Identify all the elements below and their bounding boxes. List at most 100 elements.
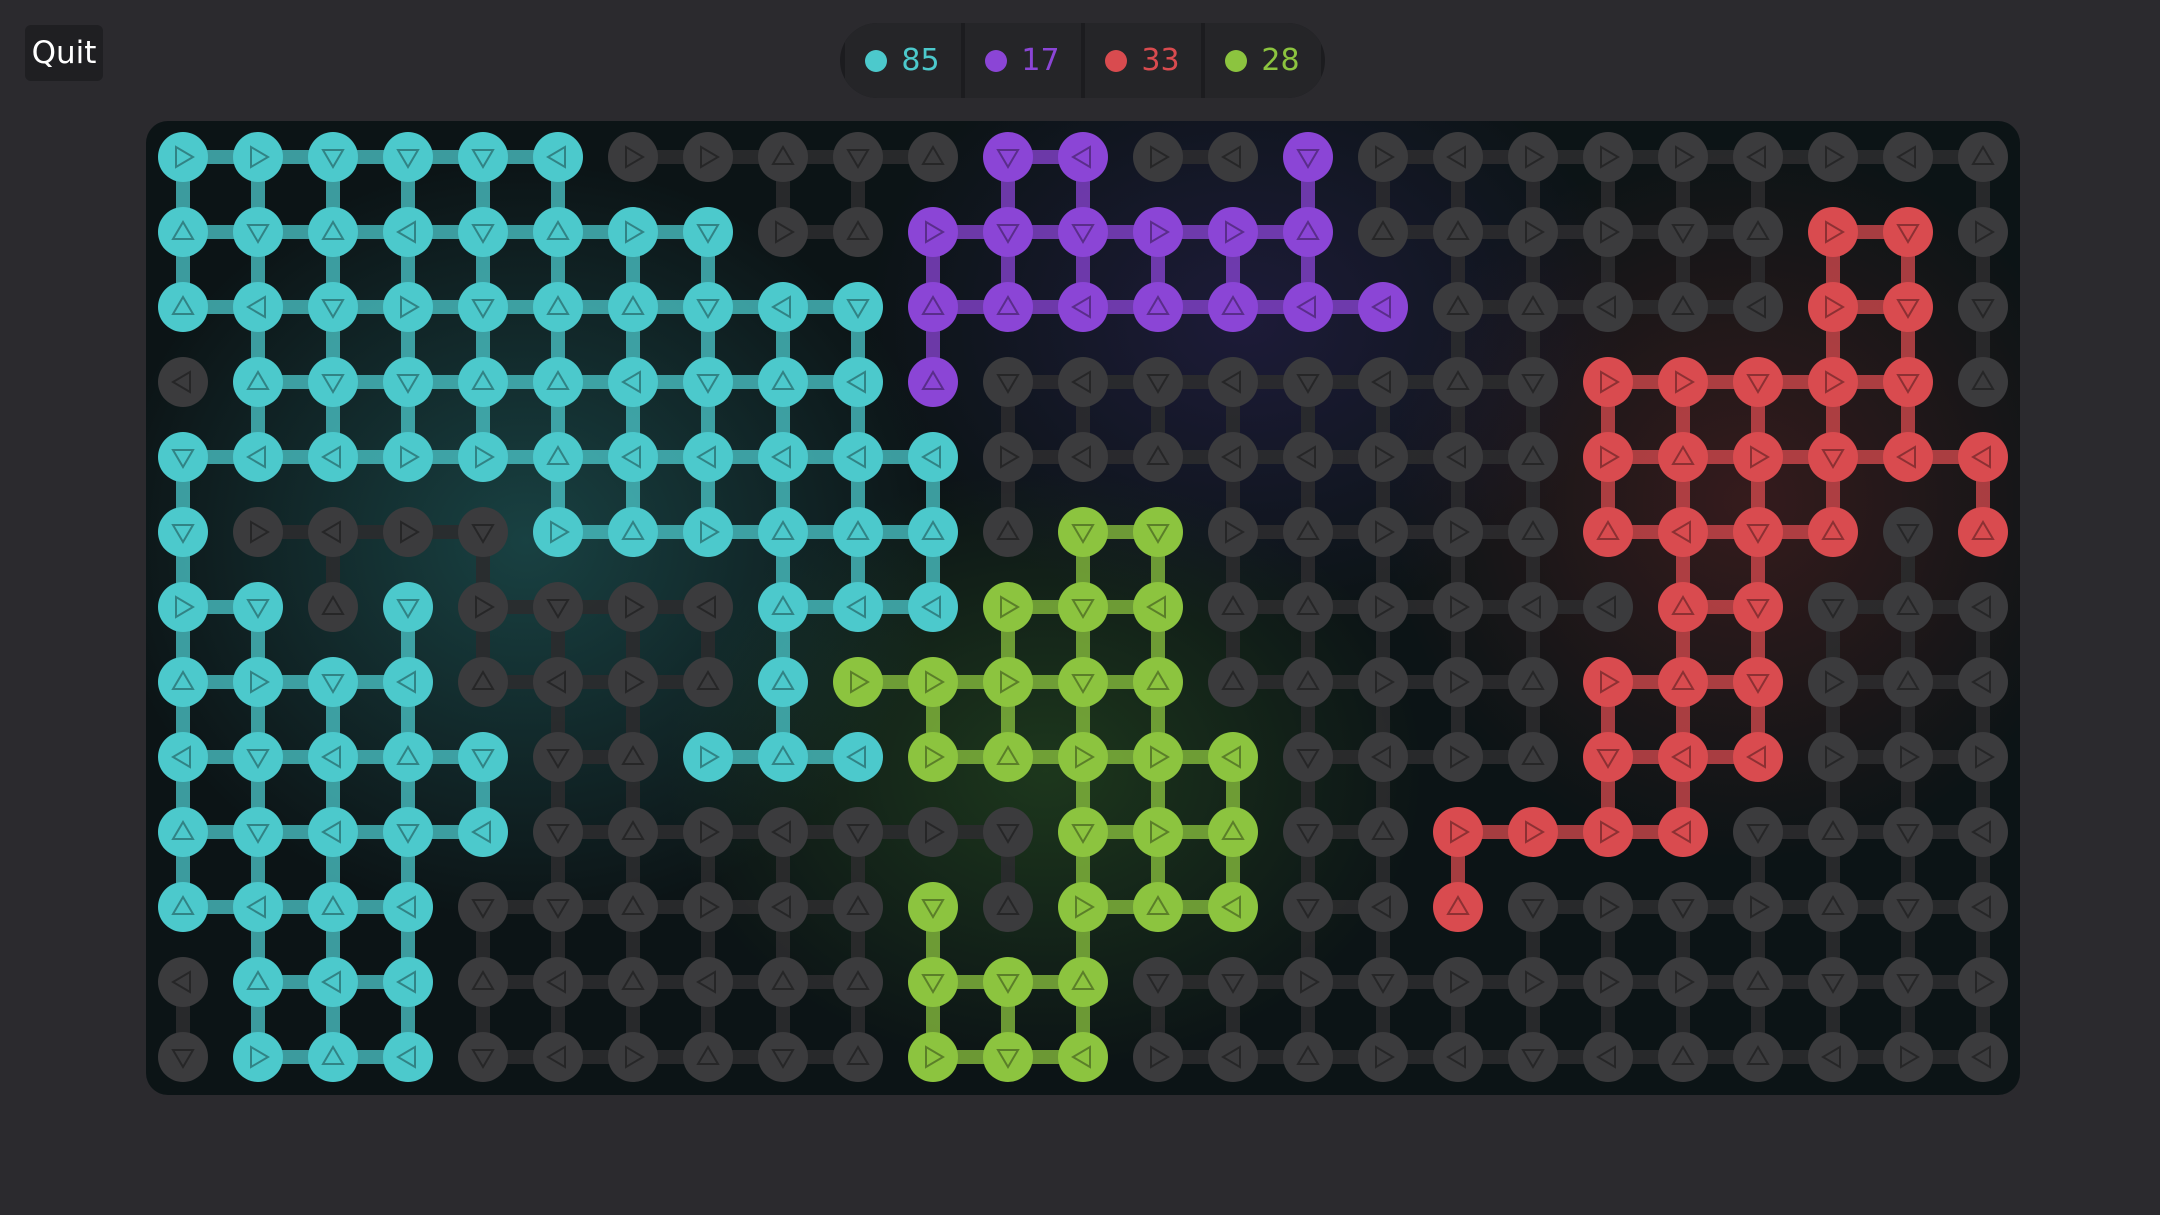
node[interactable] bbox=[983, 657, 1033, 707]
node[interactable] bbox=[383, 207, 433, 257]
node[interactable] bbox=[758, 807, 808, 857]
node[interactable] bbox=[1358, 882, 1408, 932]
node[interactable] bbox=[533, 1032, 583, 1082]
node[interactable] bbox=[458, 882, 508, 932]
node[interactable] bbox=[1958, 207, 2008, 257]
node[interactable] bbox=[1733, 207, 1783, 257]
node[interactable] bbox=[833, 132, 883, 182]
node[interactable] bbox=[1658, 732, 1708, 782]
node[interactable] bbox=[383, 882, 433, 932]
node[interactable] bbox=[1208, 882, 1258, 932]
node[interactable] bbox=[158, 357, 208, 407]
node[interactable] bbox=[758, 882, 808, 932]
quit-button[interactable]: Quit bbox=[25, 25, 103, 81]
node[interactable] bbox=[1583, 282, 1633, 332]
node[interactable] bbox=[1208, 507, 1258, 557]
node[interactable] bbox=[383, 132, 433, 182]
node[interactable] bbox=[233, 657, 283, 707]
node[interactable] bbox=[833, 507, 883, 557]
node[interactable] bbox=[1133, 582, 1183, 632]
node[interactable] bbox=[608, 432, 658, 482]
node[interactable] bbox=[1508, 732, 1558, 782]
node[interactable] bbox=[833, 882, 883, 932]
node[interactable] bbox=[1958, 957, 2008, 1007]
node[interactable] bbox=[308, 882, 358, 932]
node[interactable] bbox=[1958, 507, 2008, 557]
node[interactable] bbox=[1883, 957, 1933, 1007]
node[interactable] bbox=[1733, 582, 1783, 632]
node[interactable] bbox=[158, 957, 208, 1007]
node[interactable] bbox=[1208, 357, 1258, 407]
node[interactable] bbox=[1283, 507, 1333, 557]
node[interactable] bbox=[1058, 507, 1108, 557]
node[interactable] bbox=[983, 582, 1033, 632]
node[interactable] bbox=[233, 357, 283, 407]
node[interactable] bbox=[383, 357, 433, 407]
node[interactable] bbox=[908, 957, 958, 1007]
node[interactable] bbox=[458, 732, 508, 782]
node[interactable] bbox=[1958, 132, 2008, 182]
node[interactable] bbox=[683, 507, 733, 557]
node[interactable] bbox=[1958, 432, 2008, 482]
node[interactable] bbox=[533, 732, 583, 782]
node[interactable] bbox=[1583, 732, 1633, 782]
node[interactable] bbox=[233, 807, 283, 857]
node[interactable] bbox=[833, 732, 883, 782]
node[interactable] bbox=[1958, 1032, 2008, 1082]
node[interactable] bbox=[1058, 1032, 1108, 1082]
node[interactable] bbox=[908, 282, 958, 332]
node[interactable] bbox=[1358, 432, 1408, 482]
node[interactable] bbox=[1058, 582, 1108, 632]
node[interactable] bbox=[308, 732, 358, 782]
node[interactable] bbox=[1433, 1032, 1483, 1082]
node[interactable] bbox=[158, 507, 208, 557]
node[interactable] bbox=[908, 357, 958, 407]
node[interactable] bbox=[1808, 657, 1858, 707]
node[interactable] bbox=[1283, 657, 1333, 707]
node[interactable] bbox=[1133, 132, 1183, 182]
node[interactable] bbox=[1358, 132, 1408, 182]
node[interactable] bbox=[233, 1032, 283, 1082]
node[interactable] bbox=[1583, 582, 1633, 632]
node[interactable] bbox=[1508, 1032, 1558, 1082]
node[interactable] bbox=[908, 807, 958, 857]
node[interactable] bbox=[308, 582, 358, 632]
node[interactable] bbox=[683, 132, 733, 182]
node[interactable] bbox=[833, 657, 883, 707]
node[interactable] bbox=[458, 957, 508, 1007]
node[interactable] bbox=[833, 207, 883, 257]
node[interactable] bbox=[308, 657, 358, 707]
node[interactable] bbox=[158, 1032, 208, 1082]
node[interactable] bbox=[308, 207, 358, 257]
node[interactable] bbox=[1133, 207, 1183, 257]
node[interactable] bbox=[1433, 357, 1483, 407]
node[interactable] bbox=[1508, 432, 1558, 482]
node[interactable] bbox=[908, 882, 958, 932]
node[interactable] bbox=[1958, 732, 2008, 782]
node[interactable] bbox=[1433, 432, 1483, 482]
node[interactable] bbox=[833, 357, 883, 407]
node[interactable] bbox=[1733, 807, 1783, 857]
node[interactable] bbox=[1658, 657, 1708, 707]
node[interactable] bbox=[383, 732, 433, 782]
node[interactable] bbox=[908, 582, 958, 632]
node[interactable] bbox=[1058, 807, 1108, 857]
node[interactable] bbox=[233, 582, 283, 632]
node[interactable] bbox=[1058, 132, 1108, 182]
node[interactable] bbox=[1433, 882, 1483, 932]
node[interactable] bbox=[908, 507, 958, 557]
node[interactable] bbox=[1808, 507, 1858, 557]
node[interactable] bbox=[1058, 207, 1108, 257]
node[interactable] bbox=[1733, 507, 1783, 557]
node[interactable] bbox=[1208, 807, 1258, 857]
node[interactable] bbox=[758, 1032, 808, 1082]
node[interactable] bbox=[908, 132, 958, 182]
node[interactable] bbox=[533, 207, 583, 257]
node[interactable] bbox=[1133, 507, 1183, 557]
node[interactable] bbox=[1808, 957, 1858, 1007]
node[interactable] bbox=[608, 1032, 658, 1082]
node[interactable] bbox=[1583, 132, 1633, 182]
node[interactable] bbox=[158, 732, 208, 782]
node[interactable] bbox=[1658, 282, 1708, 332]
node[interactable] bbox=[458, 582, 508, 632]
